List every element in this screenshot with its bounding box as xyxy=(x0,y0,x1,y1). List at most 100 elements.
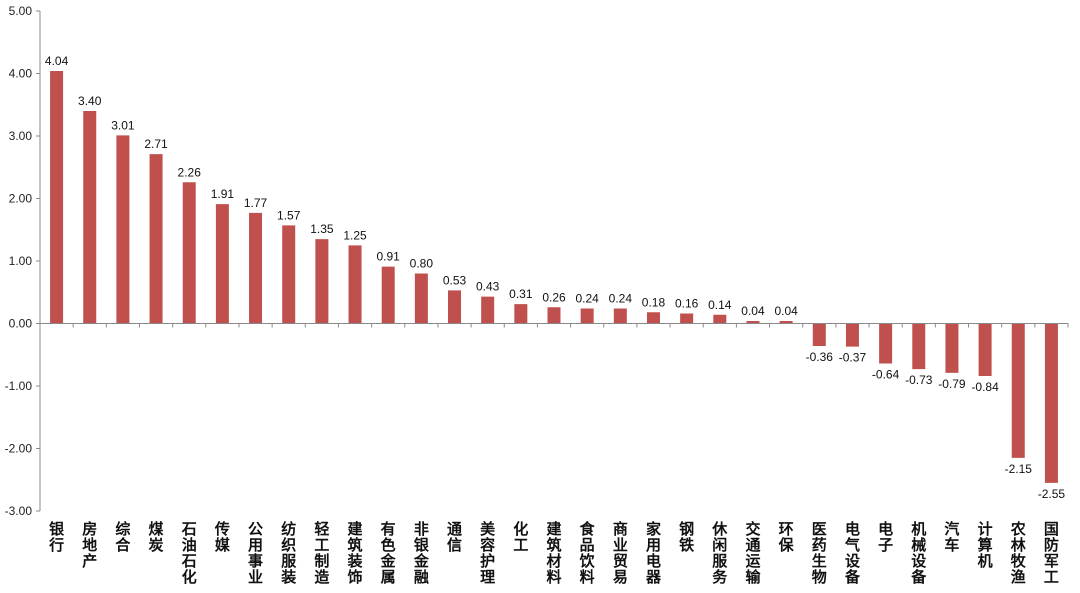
data-label: 2.26 xyxy=(178,165,202,179)
bar xyxy=(680,313,694,324)
bar xyxy=(1011,323,1025,458)
bar xyxy=(83,111,97,324)
bar xyxy=(746,321,760,324)
bar xyxy=(215,204,229,324)
bar xyxy=(50,71,64,324)
data-label: 1.91 xyxy=(211,187,235,201)
y-axis: 5.00 4.00 3.00 2.00 1.00 0.00 -1.00 -2.00 -3.00 xyxy=(5,4,41,518)
y-tick-label: -1.00 xyxy=(5,379,33,393)
data-label: 3.01 xyxy=(111,118,135,132)
bar xyxy=(912,323,926,370)
category-label: 传媒 xyxy=(214,520,231,554)
category-label: 公用事业 xyxy=(248,520,263,586)
data-label: -0.37 xyxy=(839,351,867,365)
bars xyxy=(50,71,1058,483)
data-label: 2.71 xyxy=(144,137,168,151)
category-label: 化工 xyxy=(513,520,528,554)
bar xyxy=(315,239,329,324)
category-label: 房地产 xyxy=(82,520,97,570)
data-label: 0.04 xyxy=(741,304,765,318)
data-label: 0.24 xyxy=(575,292,599,306)
y-tick-label: 5.00 xyxy=(9,4,33,18)
bar xyxy=(547,307,561,324)
data-label: 0.43 xyxy=(476,280,500,294)
data-label: 1.57 xyxy=(277,208,301,222)
category-label: 银行 xyxy=(48,520,65,554)
category-label: 汽车 xyxy=(944,520,959,554)
data-label: 0.31 xyxy=(509,287,533,301)
y-tick-label: 0.00 xyxy=(9,317,33,331)
bar xyxy=(182,182,196,324)
category-label: 非银金融 xyxy=(413,520,430,586)
bar xyxy=(812,323,826,346)
y-tick-label: 4.00 xyxy=(9,67,33,81)
category-label: 食品饮料 xyxy=(579,520,596,586)
bar xyxy=(348,245,362,324)
bar xyxy=(978,323,992,376)
bar xyxy=(613,308,627,324)
category-label: 有色金属 xyxy=(380,520,397,586)
category-label: 计算机 xyxy=(978,520,993,570)
data-label: -2.15 xyxy=(1005,462,1033,476)
category-label: 交通运输 xyxy=(745,520,761,586)
bar xyxy=(845,323,859,347)
bar xyxy=(879,323,893,364)
category-label: 电气设备 xyxy=(844,520,861,586)
category-label: 综合 xyxy=(114,520,131,554)
category-label: 农林牧渔 xyxy=(1010,520,1027,586)
x-axis xyxy=(39,323,1069,328)
data-label: 0.14 xyxy=(708,298,732,312)
category-label: 建筑材料 xyxy=(545,520,562,586)
y-tick-label: 2.00 xyxy=(9,192,33,206)
data-label: 4.04 xyxy=(45,54,69,68)
data-label: 0.18 xyxy=(642,295,666,309)
y-tick-label: 3.00 xyxy=(9,129,33,143)
bar xyxy=(282,225,296,324)
category-label: 商业贸易 xyxy=(613,520,628,586)
data-label: 1.35 xyxy=(310,222,334,236)
bar xyxy=(713,314,727,324)
category-label: 轻工制造 xyxy=(314,520,329,586)
bar xyxy=(481,296,495,324)
bar xyxy=(249,212,263,324)
category-label: 煤炭 xyxy=(149,520,164,554)
data-label: -0.84 xyxy=(971,380,999,394)
data-label: -0.73 xyxy=(905,373,933,387)
category-label: 医药生物 xyxy=(812,520,827,586)
category-label: 通信 xyxy=(447,520,462,554)
data-label: 0.91 xyxy=(377,250,401,264)
data-label: 0.53 xyxy=(443,273,467,287)
data-label: 3.40 xyxy=(78,94,102,108)
category-label: 电子 xyxy=(878,520,893,554)
data-label: -0.64 xyxy=(872,368,900,382)
category-label: 石油石化 xyxy=(181,520,197,586)
y-tick-label: 1.00 xyxy=(9,254,33,268)
bar xyxy=(945,323,959,373)
data-label: -0.36 xyxy=(806,350,834,364)
bar xyxy=(580,308,594,324)
bar xyxy=(448,290,462,324)
y-tick-label: -3.00 xyxy=(5,504,33,518)
category-label: 建筑装饰 xyxy=(347,520,364,586)
bar xyxy=(1044,323,1058,483)
category-label: 家用电器 xyxy=(645,520,662,586)
y-tick-label: -2.00 xyxy=(5,442,33,456)
category-label: 机械设备 xyxy=(910,520,927,586)
data-label: -2.55 xyxy=(1038,487,1066,501)
data-label: 1.77 xyxy=(244,196,268,210)
bar xyxy=(779,321,793,324)
category-label: 环保 xyxy=(778,520,795,554)
data-label: 0.26 xyxy=(542,290,566,304)
category-label: 纺织服装 xyxy=(280,520,297,586)
data-label: 0.04 xyxy=(774,304,798,318)
category-label: 钢铁 xyxy=(679,520,694,554)
bar xyxy=(514,304,528,324)
category-label: 休闲服务 xyxy=(711,520,728,586)
bar xyxy=(116,135,130,324)
category-label: 美容护理 xyxy=(479,520,496,586)
data-label: 0.16 xyxy=(675,297,699,311)
bar xyxy=(149,154,163,324)
data-label: 1.25 xyxy=(343,228,367,242)
